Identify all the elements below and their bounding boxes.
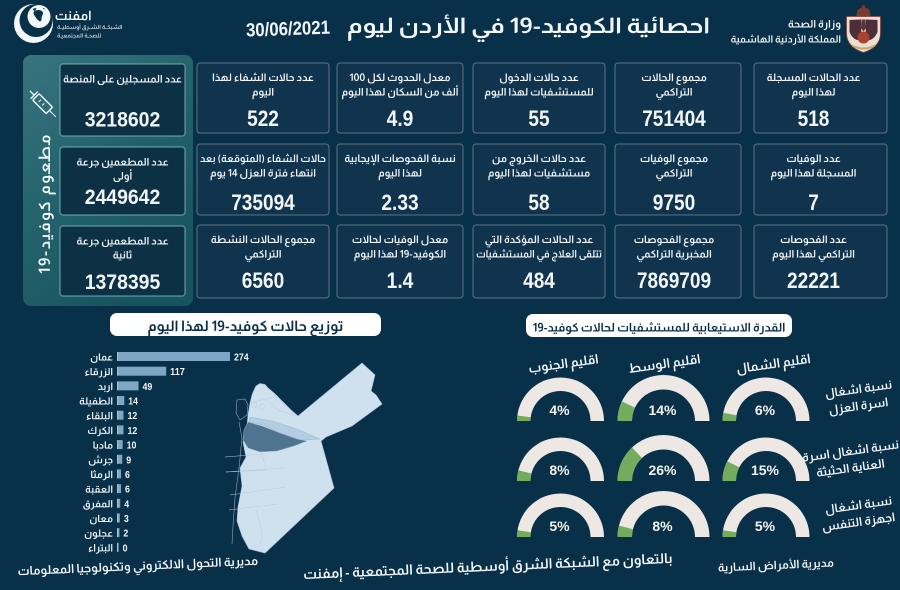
- svg-text:5%: 5%: [755, 518, 776, 534]
- svg-text:14: 14: [128, 397, 138, 408]
- svg-text:2.33: 2.33: [381, 190, 418, 215]
- svg-text:3218602: 3218602: [85, 108, 161, 132]
- svg-text:6: 6: [125, 485, 130, 496]
- svg-text:4.9: 4.9: [387, 106, 414, 131]
- svg-text:1.4: 1.4: [387, 268, 414, 293]
- svg-text:7869709: 7869709: [637, 268, 711, 293]
- svg-text:15%: 15%: [751, 462, 780, 478]
- svg-text:10: 10: [127, 441, 137, 452]
- svg-text:14%: 14%: [648, 402, 677, 418]
- svg-text:4: 4: [124, 499, 129, 510]
- svg-text:12: 12: [127, 411, 137, 422]
- svg-text:8%: 8%: [652, 518, 673, 534]
- svg-text:22221: 22221: [787, 268, 840, 293]
- svg-text:30/06/2021: 30/06/2021: [246, 18, 331, 42]
- svg-text:58: 58: [528, 190, 549, 215]
- svg-text:735094: 735094: [231, 190, 295, 215]
- svg-text:7: 7: [808, 190, 819, 215]
- svg-text:49: 49: [143, 382, 153, 393]
- svg-text:6560: 6560: [242, 268, 284, 293]
- svg-text:5%: 5%: [549, 518, 570, 534]
- svg-text:9: 9: [126, 455, 131, 466]
- svg-text:26%: 26%: [648, 462, 677, 478]
- svg-text:6%: 6%: [755, 402, 776, 418]
- svg-text:3: 3: [124, 514, 129, 525]
- svg-text:274: 274: [234, 353, 249, 364]
- svg-text:751404: 751404: [642, 106, 706, 131]
- svg-text:9750: 9750: [653, 190, 695, 215]
- svg-text:1378395: 1378395: [85, 270, 161, 294]
- svg-text:8%: 8%: [549, 462, 570, 478]
- svg-text:117: 117: [170, 367, 185, 378]
- svg-text:2449642: 2449642: [85, 185, 161, 209]
- svg-text:518: 518: [798, 106, 830, 131]
- svg-text:484: 484: [523, 268, 555, 293]
- svg-text:0: 0: [123, 543, 128, 554]
- svg-text:12: 12: [127, 426, 137, 437]
- svg-text:55: 55: [528, 106, 549, 131]
- svg-text:2: 2: [123, 529, 128, 540]
- svg-text:6: 6: [125, 470, 130, 481]
- svg-text:4%: 4%: [549, 402, 570, 418]
- svg-text:522: 522: [247, 106, 279, 131]
